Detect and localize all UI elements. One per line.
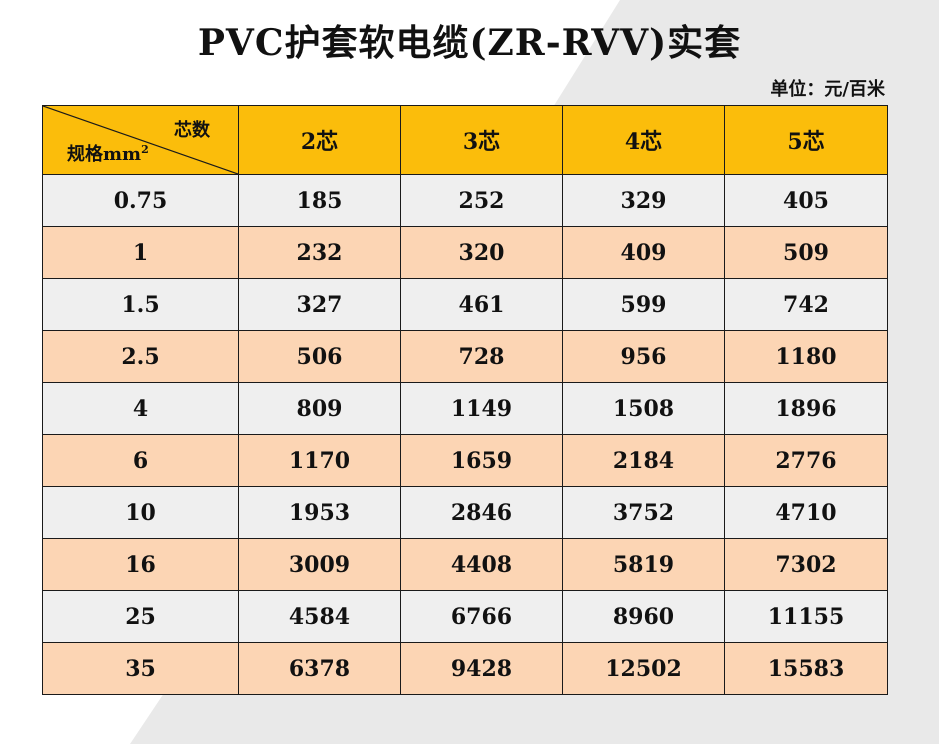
- price-cell: 1953: [238, 486, 401, 539]
- price-cell: 2846: [400, 486, 563, 539]
- price-cell: 742: [724, 278, 888, 331]
- price-cell: 405: [724, 174, 888, 227]
- price-cell: 6766: [400, 590, 563, 643]
- price-cell: 15583: [724, 642, 888, 695]
- table-row: 2.5 506 728 956 1180: [42, 330, 888, 383]
- table-row: 4 809 1149 1508 1896: [42, 382, 888, 435]
- price-cell: 409: [562, 226, 725, 279]
- price-table: 芯数 规格mm2 2芯 3芯 4芯 5芯 0.75 185 252 329 405 1 23…: [42, 105, 888, 695]
- corner-header-cell: 芯数 规格mm2: [42, 105, 239, 175]
- price-cell: 252: [400, 174, 563, 227]
- column-header-5core: 5芯: [724, 105, 888, 175]
- table-row: 16 3009 4408 5819 7302: [42, 538, 888, 591]
- price-cell: 461: [400, 278, 563, 331]
- unit-label: 单位：元/百米: [770, 79, 885, 100]
- price-cell: 809: [238, 382, 401, 435]
- price-cell: 1180: [724, 330, 888, 383]
- spec-cell: 1.5: [42, 278, 239, 331]
- price-cell: 1170: [238, 434, 401, 487]
- price-cell: 4584: [238, 590, 401, 643]
- price-cell: 327: [238, 278, 401, 331]
- table-row: 1.5 327 461 599 742: [42, 278, 888, 331]
- corner-spec-label: 规格mm2: [67, 140, 149, 166]
- price-cell: 2184: [562, 434, 725, 487]
- price-cell: 3009: [238, 538, 401, 591]
- spec-cell: 6: [42, 434, 239, 487]
- price-cell: 4408: [400, 538, 563, 591]
- spec-cell: 0.75: [42, 174, 239, 227]
- price-cell: 5819: [562, 538, 725, 591]
- price-cell: 320: [400, 226, 563, 279]
- price-cell: 1508: [562, 382, 725, 435]
- price-cell: 599: [562, 278, 725, 331]
- price-cell: 11155: [724, 590, 888, 643]
- spec-cell: 25: [42, 590, 239, 643]
- corner-spec-text: 规格mm: [67, 144, 142, 165]
- spec-cell: 1: [42, 226, 239, 279]
- table-header-row: 芯数 规格mm2 2芯 3芯 4芯 5芯: [42, 105, 888, 175]
- table-row: 35 6378 9428 12502 15583: [42, 642, 888, 695]
- price-cell: 12502: [562, 642, 725, 695]
- price-cell: 956: [562, 330, 725, 383]
- spec-cell: 2.5: [42, 330, 239, 383]
- price-cell: 329: [562, 174, 725, 227]
- column-header-3core: 3芯: [400, 105, 563, 175]
- corner-spec-superscript: 2: [141, 143, 149, 156]
- table-body: 0.75 185 252 329 405 1 232 320 409 509 1.5 327 461 59…: [42, 174, 888, 695]
- price-cell: 2776: [724, 434, 888, 487]
- price-cell: 9428: [400, 642, 563, 695]
- corner-core-count-label: 芯数: [174, 120, 210, 141]
- price-cell: 1896: [724, 382, 888, 435]
- spec-cell: 4: [42, 382, 239, 435]
- spec-cell: 10: [42, 486, 239, 539]
- spec-cell: 35: [42, 642, 239, 695]
- price-cell: 728: [400, 330, 563, 383]
- price-cell: 8960: [562, 590, 725, 643]
- page-title: PVC护套软电缆(ZR-RVV)实套: [197, 22, 742, 64]
- price-cell: 185: [238, 174, 401, 227]
- price-cell: 232: [238, 226, 401, 279]
- price-cell: 6378: [238, 642, 401, 695]
- column-header-4core: 4芯: [562, 105, 725, 175]
- price-cell: 3752: [562, 486, 725, 539]
- price-cell: 1659: [400, 434, 563, 487]
- table-row: 10 1953 2846 3752 4710: [42, 486, 888, 539]
- diagonal-divider: [43, 106, 238, 174]
- column-header-2core: 2芯: [238, 105, 401, 175]
- price-cell: 506: [238, 330, 401, 383]
- table-row: 1 232 320 409 509: [42, 226, 888, 279]
- spec-cell: 16: [42, 538, 239, 591]
- table-row: 6 1170 1659 2184 2776: [42, 434, 888, 487]
- table-row: 25 4584 6766 8960 11155: [42, 590, 888, 643]
- price-cell: 4710: [724, 486, 888, 539]
- price-cell: 1149: [400, 382, 563, 435]
- price-cell: 509: [724, 226, 888, 279]
- price-cell: 7302: [724, 538, 888, 591]
- table-row: 0.75 185 252 329 405: [42, 174, 888, 227]
